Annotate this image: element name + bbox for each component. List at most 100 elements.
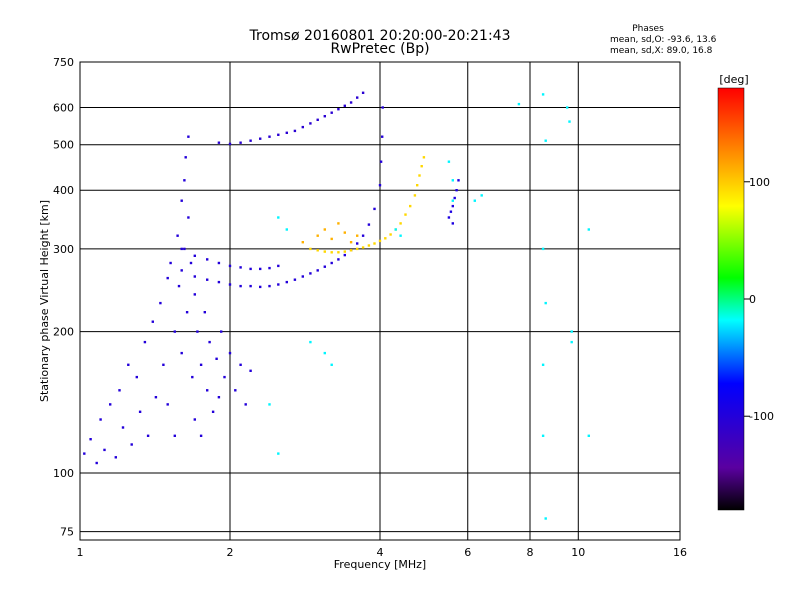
data-point (239, 363, 242, 366)
data-point (570, 340, 573, 344)
x-tick-label: 1 (77, 546, 84, 559)
data-point (378, 184, 382, 187)
data-point (422, 156, 426, 159)
y-tick-label: 200 (53, 326, 74, 339)
data-point (356, 247, 359, 251)
data-point (544, 139, 547, 142)
data-point (196, 330, 199, 333)
data-point (349, 241, 353, 244)
colorbar (717, 87, 745, 511)
data-point (480, 194, 483, 197)
data-point (259, 137, 262, 140)
colorbar-tick-label: 0 (749, 293, 756, 306)
data-point (301, 125, 304, 129)
data-point (249, 284, 252, 288)
data-point (180, 351, 183, 355)
data-point (373, 207, 376, 211)
data-point (451, 179, 454, 182)
data-point (185, 311, 189, 314)
data-point (323, 115, 326, 118)
y-axis: 75 100 200 300 400 500 600 750 (53, 56, 74, 539)
y-tick-label: 750 (53, 56, 74, 69)
data-point (330, 363, 333, 366)
data-point (420, 165, 423, 168)
data-point (217, 280, 221, 284)
data-point (259, 285, 262, 289)
data-point (381, 135, 384, 138)
data-point (309, 247, 312, 251)
data-point (228, 142, 232, 146)
data-point (187, 216, 190, 219)
grid-lines (80, 62, 680, 540)
data-point (356, 234, 359, 237)
data-point (330, 111, 333, 114)
data-point (162, 363, 165, 366)
data-point (544, 517, 547, 520)
data-point (587, 434, 590, 437)
data-point (193, 275, 196, 278)
colorbar-tick-label: -100 (749, 410, 774, 423)
colorbar-label: [deg] (719, 73, 748, 86)
data-point (183, 247, 186, 251)
x-axis: 1 2 4 6 8 10 16 (77, 546, 688, 559)
x-tick-label: 16 (673, 546, 687, 559)
data-point (416, 184, 419, 187)
data-point (206, 389, 209, 392)
data-point (249, 267, 252, 271)
data-points (83, 91, 590, 520)
data-point (316, 249, 319, 252)
data-point (381, 106, 384, 109)
x-tick-label: 8 (527, 546, 534, 559)
data-point (89, 438, 92, 441)
data-point (277, 133, 280, 136)
data-point (293, 129, 297, 133)
data-point (587, 228, 590, 231)
data-point (109, 403, 112, 406)
data-point (337, 222, 340, 225)
data-point (277, 283, 280, 286)
chart-title: Tromsø 20160801 20:20:00-20:21:43 (249, 28, 511, 44)
data-point (361, 246, 365, 249)
data-point (244, 403, 247, 406)
data-point (409, 204, 412, 208)
data-point (541, 93, 545, 96)
data-point (337, 251, 340, 254)
y-tick-label: 500 (53, 139, 74, 152)
data-point (541, 434, 545, 437)
data-point (183, 179, 186, 182)
data-point (389, 233, 392, 236)
data-point (330, 251, 333, 254)
x-tick-label: 4 (377, 546, 384, 559)
y-tick-label: 100 (53, 467, 74, 480)
data-point (176, 234, 179, 237)
data-point (323, 250, 326, 253)
data-point (220, 330, 223, 333)
data-point (249, 139, 252, 142)
data-point (337, 258, 340, 261)
data-point (249, 369, 252, 372)
data-point (373, 242, 376, 245)
data-point (399, 234, 402, 237)
data-point (378, 239, 382, 243)
data-point (301, 275, 304, 278)
data-point (173, 434, 176, 437)
data-point (180, 269, 183, 272)
data-point (217, 261, 221, 265)
data-point (154, 396, 158, 399)
data-point (193, 418, 196, 421)
data-point (95, 461, 98, 465)
data-point (451, 222, 454, 225)
data-point (180, 199, 183, 202)
data-point (203, 311, 206, 314)
data-point (544, 301, 547, 305)
data-point (455, 189, 458, 192)
x-tick-label: 6 (464, 546, 471, 559)
data-point (130, 443, 133, 446)
data-point (277, 216, 280, 219)
data-point (343, 250, 346, 253)
data-point (330, 261, 333, 265)
data-point (191, 375, 194, 379)
data-point (268, 266, 271, 270)
data-point (343, 253, 346, 257)
